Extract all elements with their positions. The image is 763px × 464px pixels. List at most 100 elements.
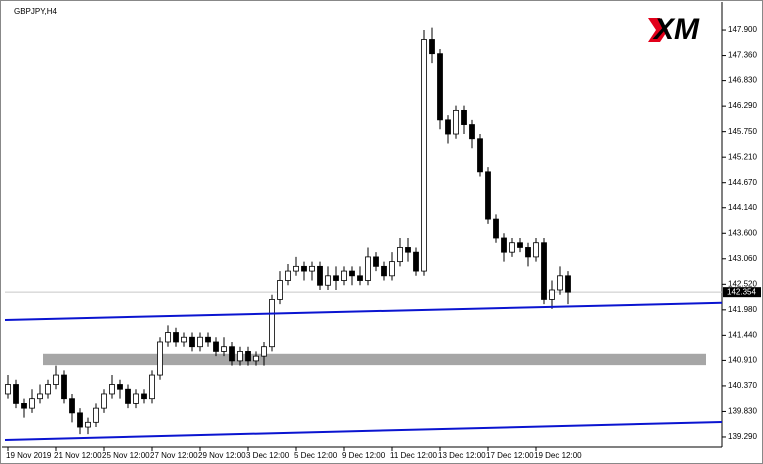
candle-body xyxy=(445,119,451,135)
y-tick-label: 146.290 xyxy=(728,101,757,110)
y-tick-label: 143.060 xyxy=(728,254,757,263)
candle-body xyxy=(45,384,51,395)
candle-body xyxy=(61,374,67,400)
logo-text: XM xyxy=(652,13,700,46)
x-tick-label: 13 Dec 12:00 xyxy=(438,451,486,460)
trendline xyxy=(4,420,723,441)
candle-body xyxy=(125,388,131,404)
candle-body xyxy=(165,332,171,343)
candle-body xyxy=(277,280,283,300)
candle-body xyxy=(389,261,395,277)
candle-body xyxy=(429,39,435,55)
candle-body xyxy=(565,275,571,293)
candle-body xyxy=(381,265,387,277)
candle-body xyxy=(341,270,347,281)
candle-body xyxy=(413,251,419,272)
y-tick-label: 140.910 xyxy=(728,356,757,365)
candle-body xyxy=(149,374,155,400)
x-tick-label: 25 Nov 12:00 xyxy=(102,451,150,460)
y-tick-label: 143.600 xyxy=(728,228,757,237)
candle-body xyxy=(245,351,251,362)
candle-body xyxy=(461,109,467,125)
candle-body xyxy=(509,242,515,253)
price-label: 142.354 xyxy=(727,287,756,296)
candle-body xyxy=(333,275,339,281)
candle-body xyxy=(549,289,555,300)
candle-body xyxy=(317,265,323,286)
candle-body xyxy=(517,242,523,248)
candle-body xyxy=(269,299,275,348)
candle-body xyxy=(77,412,83,428)
candle-body xyxy=(21,403,27,409)
y-tick-label: 144.670 xyxy=(728,178,757,187)
candle-body xyxy=(421,39,427,272)
candle-body xyxy=(197,336,203,348)
x-tick-label: 3 Dec 12:00 xyxy=(246,451,290,460)
zone xyxy=(43,353,706,366)
candle-body xyxy=(557,275,563,291)
logo-mark xyxy=(648,18,668,42)
candle-body xyxy=(93,407,99,423)
candle-body xyxy=(5,384,11,395)
candle-body xyxy=(453,109,459,135)
y-tick-label: 141.440 xyxy=(728,330,757,339)
x-tick-label: 11 Dec 12:00 xyxy=(390,451,438,460)
candle-body xyxy=(69,398,75,414)
x-tick-label: 21 Nov 12:00 xyxy=(54,451,102,460)
candle-body xyxy=(349,270,355,277)
candle-body xyxy=(173,332,179,343)
x-tick-label: 19 Dec 12:00 xyxy=(534,451,582,460)
x-tick-label: 27 Nov 12:00 xyxy=(150,451,198,460)
x-tick-label: 9 Dec 12:00 xyxy=(342,451,386,460)
candle-body xyxy=(229,346,235,362)
candle-body xyxy=(101,393,107,409)
candle-body xyxy=(13,384,19,404)
candle-body xyxy=(53,374,59,385)
candle-body xyxy=(37,393,43,400)
candle-body xyxy=(285,270,291,281)
candle-body xyxy=(469,124,475,140)
candle-body xyxy=(309,265,315,272)
candle-body xyxy=(117,384,123,390)
x-tick-label: 5 Dec 12:00 xyxy=(294,451,338,460)
candle-body xyxy=(365,256,371,281)
x-tick-label: 19 Nov 2019 xyxy=(6,451,52,460)
price-label-bg xyxy=(723,287,761,298)
candle-body xyxy=(181,336,187,343)
x-tick-label: 17 Dec 12:00 xyxy=(486,451,534,460)
trendline xyxy=(4,301,723,321)
candle-body xyxy=(397,247,403,263)
candle-body xyxy=(221,346,227,352)
candle-body xyxy=(141,393,147,400)
candle-body xyxy=(301,265,307,272)
y-tick-label: 145.210 xyxy=(728,152,757,161)
candle-body xyxy=(133,393,139,404)
candle-body xyxy=(477,138,483,173)
y-tick-label: 139.290 xyxy=(728,432,757,441)
candle-body xyxy=(541,242,547,300)
y-tick-label: 146.830 xyxy=(728,76,757,85)
y-tick-label: 142.520 xyxy=(728,279,757,288)
candle-body xyxy=(493,218,499,239)
candle-body xyxy=(237,351,243,362)
y-tick-label: 147.360 xyxy=(728,51,757,60)
candle-body xyxy=(293,265,299,272)
candle-body xyxy=(85,421,91,428)
chart-title: GBPJPY,H4 xyxy=(14,7,58,16)
logo: XM xyxy=(648,13,700,46)
candle-body xyxy=(213,341,219,352)
candle-body xyxy=(405,247,411,253)
candle-body xyxy=(357,275,363,281)
y-tick-label: 141.980 xyxy=(728,305,757,314)
candle-body xyxy=(189,336,195,348)
candle-body xyxy=(253,355,259,362)
candle-body xyxy=(437,53,443,121)
candle-body xyxy=(261,346,267,357)
y-tick-label: 144.140 xyxy=(728,203,757,212)
candle-body xyxy=(205,336,211,343)
candle-body xyxy=(501,237,507,253)
y-tick-label: 147.900 xyxy=(728,25,757,34)
candle-body xyxy=(29,398,35,409)
